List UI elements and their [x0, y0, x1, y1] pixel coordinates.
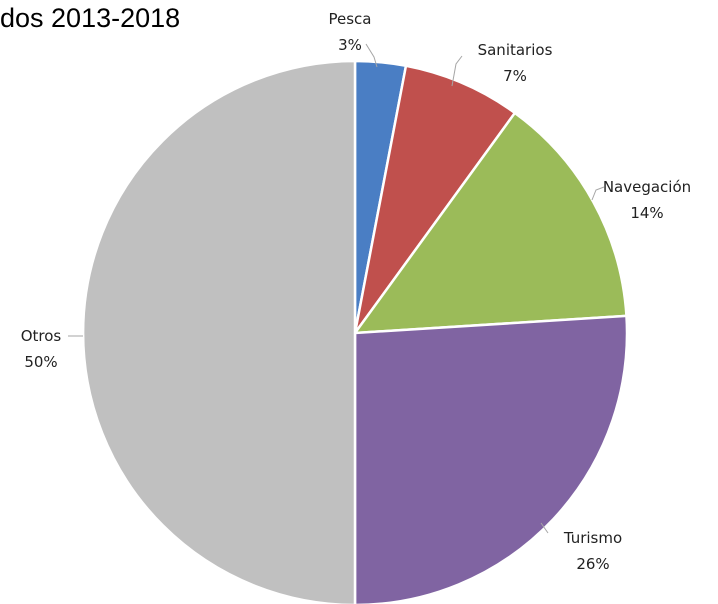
leader-line	[540, 522, 549, 534]
slice-value-label: 26%	[576, 555, 609, 573]
leader-lines	[68, 43, 605, 534]
leader-line	[451, 55, 463, 87]
slice-labels: Pesca 3% Sanitarios 7% Navegación 14% Turismo 2…	[21, 10, 691, 573]
slice-value-label: 14%	[630, 204, 663, 222]
slice-value-label: 50%	[24, 353, 57, 371]
slice-label: Navegación	[603, 178, 691, 196]
pie-slice-navegacion	[353, 111, 628, 335]
slice-value-label: 7%	[503, 67, 527, 85]
slice-label: Sanitarios	[478, 41, 553, 59]
pie-slice-turismo	[353, 314, 629, 604]
chart-title: dos 2013-2018	[0, 3, 181, 33]
pie-slices	[81, 59, 629, 604]
slice-label: Pesca	[329, 10, 372, 28]
leader-line	[365, 43, 378, 68]
pie-slice-sanitarios	[353, 64, 517, 335]
pie-slice-otros	[81, 59, 357, 604]
slice-label: Turismo	[563, 529, 622, 547]
leader-line	[591, 186, 605, 201]
slice-label: Otros	[21, 327, 62, 345]
slice-value-label: 3%	[338, 36, 362, 54]
